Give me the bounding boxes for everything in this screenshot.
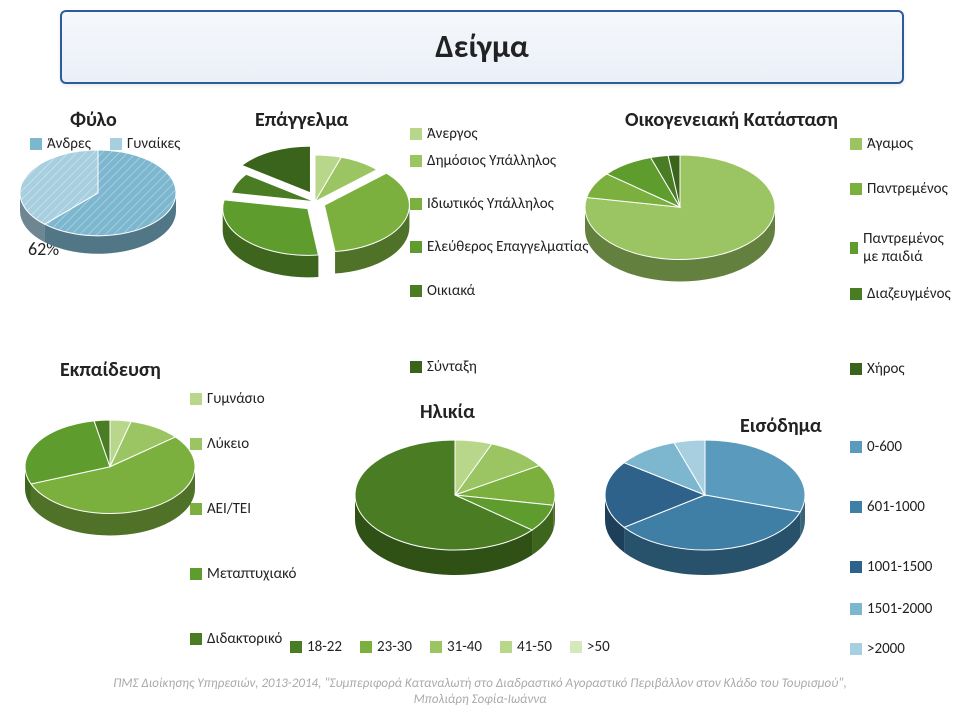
pies-canvas <box>0 0 960 712</box>
footer-line-1: ΠΜΣ Διοίκησης Υπηρεσιών, 2013-2014, "Συμ… <box>113 676 846 691</box>
footer-line-2: Μπολιάρη Σοφία-Ιωάννα <box>414 692 547 707</box>
footer: ΠΜΣ Διοίκησης Υπηρεσιών, 2013-2014, "Συμ… <box>0 676 960 709</box>
